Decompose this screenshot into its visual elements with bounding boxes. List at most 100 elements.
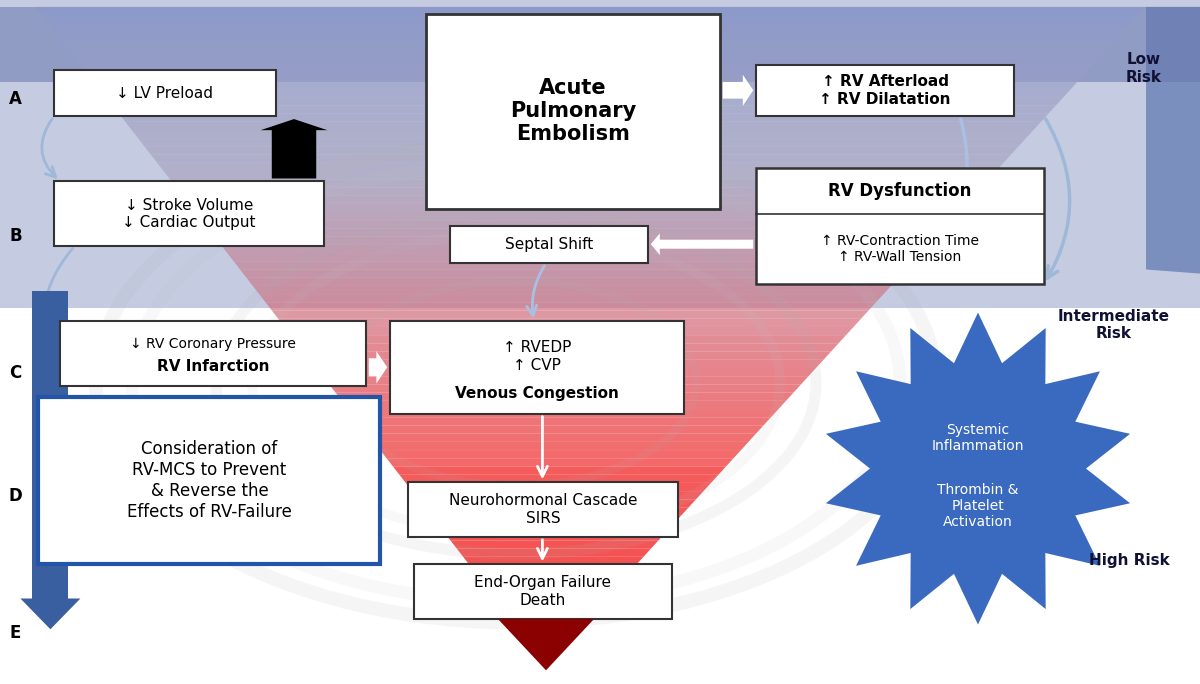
Polygon shape <box>336 393 793 401</box>
Polygon shape <box>425 508 689 516</box>
Polygon shape <box>196 212 959 220</box>
Polygon shape <box>374 442 749 450</box>
Polygon shape <box>208 228 943 237</box>
FancyBboxPatch shape <box>54 70 276 116</box>
Polygon shape <box>157 163 1003 171</box>
Polygon shape <box>0 0 1200 308</box>
FancyBboxPatch shape <box>390 321 684 414</box>
Polygon shape <box>438 524 673 532</box>
FancyBboxPatch shape <box>756 168 1044 284</box>
Polygon shape <box>431 516 682 524</box>
Polygon shape <box>292 335 846 343</box>
Polygon shape <box>1146 7 1200 274</box>
Polygon shape <box>317 368 816 376</box>
Polygon shape <box>348 409 779 417</box>
Text: Systemic
Inflammation: Systemic Inflammation <box>931 423 1025 453</box>
Polygon shape <box>419 499 696 508</box>
FancyBboxPatch shape <box>60 321 366 386</box>
Polygon shape <box>94 81 1079 89</box>
Polygon shape <box>119 114 1049 122</box>
FancyBboxPatch shape <box>54 181 324 246</box>
Polygon shape <box>298 343 839 352</box>
Polygon shape <box>502 606 599 614</box>
Polygon shape <box>508 614 592 622</box>
Polygon shape <box>202 220 952 228</box>
Text: Consideration of
RV-MCS to Prevent
& Reverse the
Effects of RV-Failure: Consideration of RV-MCS to Prevent & Rev… <box>127 440 292 521</box>
Text: Thrombin &
Platelet
Activation: Thrombin & Platelet Activation <box>937 483 1019 529</box>
Polygon shape <box>20 598 80 629</box>
Polygon shape <box>463 557 643 565</box>
Text: Intermediate
Risk: Intermediate Risk <box>1058 308 1170 341</box>
Text: D: D <box>8 487 23 505</box>
Polygon shape <box>36 7 1146 15</box>
Polygon shape <box>190 204 966 212</box>
Text: A: A <box>10 90 22 108</box>
Text: RV Dysfunction: RV Dysfunction <box>828 182 972 200</box>
Polygon shape <box>265 302 876 311</box>
Text: ↑ CVP: ↑ CVP <box>514 358 560 373</box>
Polygon shape <box>215 237 936 245</box>
Polygon shape <box>498 619 594 670</box>
Polygon shape <box>125 122 1042 130</box>
Polygon shape <box>482 581 622 590</box>
Polygon shape <box>68 48 1109 56</box>
Polygon shape <box>284 327 853 335</box>
Polygon shape <box>450 540 659 549</box>
Text: Septal Shift: Septal Shift <box>505 237 593 252</box>
Text: ↓ RV Coronary Pressure: ↓ RV Coronary Pressure <box>130 337 296 351</box>
FancyBboxPatch shape <box>38 397 380 564</box>
Polygon shape <box>342 401 786 409</box>
Text: ↑ RV-Contraction Time
↑ RV-Wall Tension: ↑ RV-Contraction Time ↑ RV-Wall Tension <box>821 234 979 264</box>
Polygon shape <box>521 631 576 639</box>
Polygon shape <box>234 261 913 269</box>
Polygon shape <box>240 269 906 278</box>
Polygon shape <box>361 425 763 434</box>
Polygon shape <box>100 89 1072 97</box>
Polygon shape <box>380 450 740 458</box>
Text: End-Organ Failure
Death: End-Organ Failure Death <box>474 575 612 608</box>
Polygon shape <box>514 622 583 631</box>
Polygon shape <box>329 384 802 393</box>
Polygon shape <box>80 64 1093 73</box>
Polygon shape <box>367 434 756 442</box>
Polygon shape <box>144 146 1019 155</box>
Polygon shape <box>527 639 569 647</box>
Polygon shape <box>488 590 613 598</box>
Polygon shape <box>476 573 629 581</box>
Text: Acute
Pulmonary
Embolism: Acute Pulmonary Embolism <box>510 78 636 144</box>
Polygon shape <box>304 352 830 360</box>
Polygon shape <box>182 196 973 204</box>
Polygon shape <box>272 311 869 319</box>
Polygon shape <box>400 475 719 483</box>
Polygon shape <box>227 253 922 261</box>
Polygon shape <box>176 187 982 196</box>
Text: C: C <box>10 364 22 382</box>
Text: ↑ RV Afterload
↑ RV Dilatation: ↑ RV Afterload ↑ RV Dilatation <box>820 75 950 107</box>
Polygon shape <box>74 56 1102 64</box>
Text: ↑ RVEDP: ↑ RVEDP <box>503 340 571 355</box>
FancyBboxPatch shape <box>408 482 678 537</box>
Text: High Risk: High Risk <box>1090 553 1170 568</box>
Polygon shape <box>170 179 989 187</box>
Polygon shape <box>49 23 1132 31</box>
Polygon shape <box>394 466 726 475</box>
Polygon shape <box>278 319 862 327</box>
Polygon shape <box>163 171 996 179</box>
Polygon shape <box>540 655 553 663</box>
Polygon shape <box>826 313 1130 624</box>
FancyBboxPatch shape <box>756 65 1014 116</box>
Text: ↓ LV Preload: ↓ LV Preload <box>116 86 214 101</box>
Text: Venous Congestion: Venous Congestion <box>455 386 619 401</box>
Polygon shape <box>132 130 1033 138</box>
Polygon shape <box>323 376 809 384</box>
Polygon shape <box>496 598 606 606</box>
Polygon shape <box>310 360 823 368</box>
Polygon shape <box>88 73 1086 81</box>
Polygon shape <box>469 565 636 573</box>
Polygon shape <box>138 138 1026 146</box>
Polygon shape <box>412 491 703 499</box>
Polygon shape <box>355 417 772 425</box>
Text: E: E <box>10 624 22 642</box>
Text: B: B <box>10 227 22 245</box>
FancyBboxPatch shape <box>426 14 720 209</box>
